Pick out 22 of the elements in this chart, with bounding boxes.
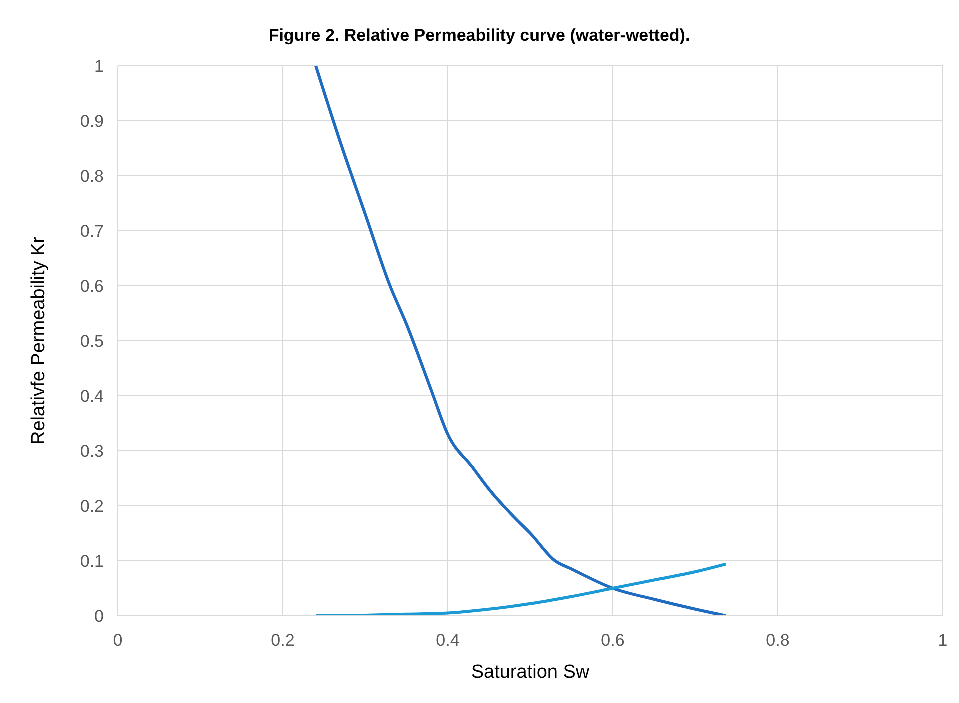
y-axis-title: Relativfe Permeability Kr <box>28 236 50 446</box>
line-series <box>314 66 728 616</box>
y-tick-label: 1 <box>94 57 104 76</box>
x-axis-title: Saturation Sw <box>471 662 590 683</box>
y-tick-label: 0.6 <box>80 277 104 296</box>
x-tick-label: 0.2 <box>271 631 295 650</box>
y-tick-label: 0 <box>94 607 104 626</box>
y-tick-label: 0.2 <box>80 497 104 516</box>
x-tick-label: 0 <box>113 631 123 650</box>
x-tick-label: 1 <box>938 631 948 650</box>
x-tick-label: 0.4 <box>436 631 460 650</box>
y-tick-label: 0.8 <box>80 167 104 186</box>
line-series <box>314 562 728 616</box>
y-tick-label: 0.5 <box>80 332 104 352</box>
y-tick-label: 0.7 <box>80 222 104 242</box>
y-tick-label: 0.9 <box>80 112 104 132</box>
y-tick-label: 0.4 <box>80 387 104 406</box>
y-tick-label: 0.1 <box>80 552 104 572</box>
x-tick-label: 0.6 <box>601 631 625 650</box>
y-tick-label: 0.3 <box>80 442 104 462</box>
x-tick-label: 0.8 <box>766 631 790 650</box>
chart-title: Figure 2. Relative Permeability curve (water-wetted). <box>268 25 692 47</box>
